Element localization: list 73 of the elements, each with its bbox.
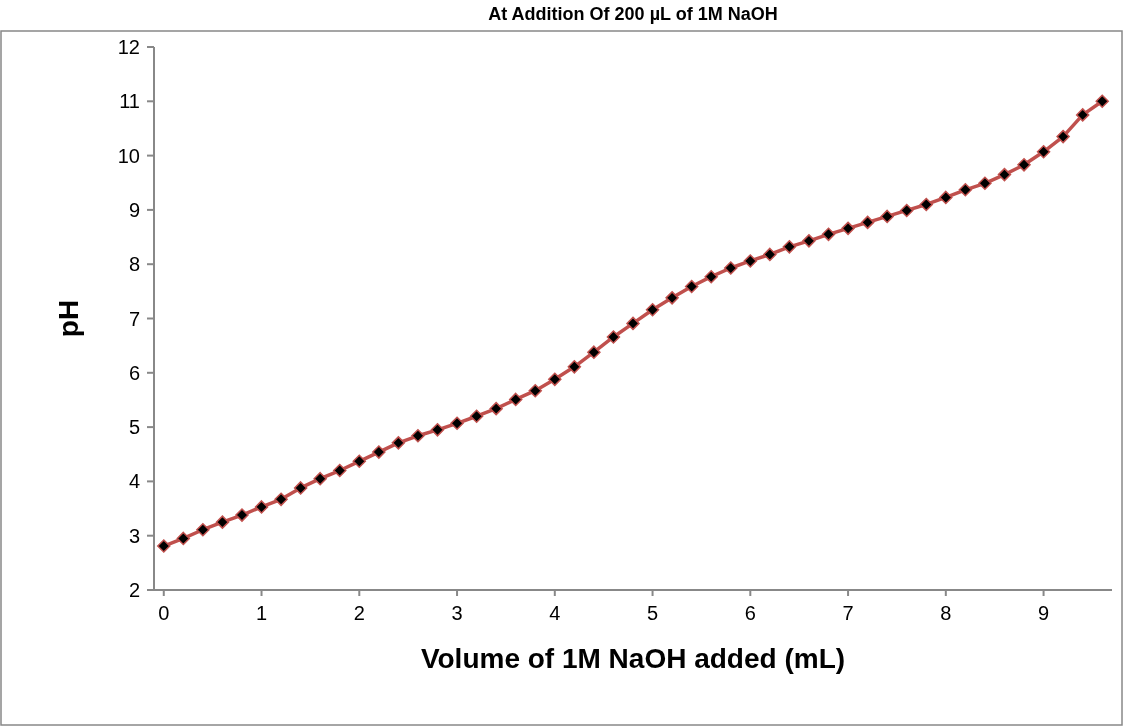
x-tick-label: 7 — [842, 602, 854, 624]
point — [860, 215, 875, 230]
y-tick-label: 11 — [119, 90, 140, 113]
point — [1056, 129, 1070, 144]
x-axis-title: Volume of 1M NaOH added (mL) — [420, 643, 846, 674]
point — [430, 423, 445, 437]
point — [606, 330, 621, 344]
point — [157, 539, 171, 553]
point — [802, 234, 816, 248]
point — [352, 454, 367, 469]
x-tick-label: 1 — [255, 602, 268, 624]
point — [919, 197, 934, 212]
point — [196, 522, 210, 537]
point — [293, 481, 308, 495]
point — [469, 409, 484, 423]
point — [1017, 158, 1031, 172]
point — [372, 445, 386, 459]
point — [997, 167, 1012, 182]
chart-title: At Addition Of 200 µL of 1M NaOH — [488, 4, 778, 24]
x-tick-label: 6 — [744, 602, 756, 624]
point — [215, 515, 230, 529]
point — [782, 240, 797, 254]
point — [235, 508, 249, 522]
point — [274, 492, 288, 507]
y-tick-label: 8 — [128, 253, 140, 276]
point — [684, 279, 699, 294]
point — [724, 261, 738, 275]
point — [841, 221, 855, 236]
y-tick-label: 4 — [128, 470, 140, 493]
y-tick-label: 2 — [128, 579, 140, 601]
x-tick-label: 5 — [646, 602, 659, 624]
point — [763, 247, 777, 262]
point — [1036, 145, 1051, 159]
y-tick-label: 7 — [128, 307, 140, 330]
point — [567, 360, 582, 374]
point — [391, 436, 406, 450]
point — [899, 203, 914, 218]
y-axis-title: pH — [53, 299, 84, 338]
point — [1095, 94, 1109, 109]
point — [939, 190, 953, 205]
x-tick-label: 9 — [1038, 602, 1050, 624]
point — [411, 429, 425, 443]
point — [313, 471, 327, 486]
point — [880, 209, 894, 224]
point — [1075, 108, 1090, 122]
point — [450, 416, 464, 431]
point — [587, 345, 601, 359]
point — [978, 176, 992, 191]
y-tick-label: 9 — [128, 198, 140, 221]
point — [489, 401, 503, 416]
point — [704, 269, 718, 284]
x-tick-label: 4 — [549, 602, 561, 624]
y-tick-label: 5 — [128, 416, 140, 439]
point — [626, 316, 640, 331]
y-tick-label: 10 — [117, 144, 140, 167]
point — [176, 531, 191, 546]
x-tick-label: 8 — [940, 602, 952, 624]
point — [665, 291, 679, 305]
point — [508, 392, 523, 407]
point — [254, 500, 269, 514]
point — [548, 372, 562, 387]
point — [743, 254, 758, 268]
point — [958, 183, 973, 197]
point — [645, 303, 660, 317]
x-tick-label: 3 — [451, 602, 463, 624]
point — [821, 227, 836, 242]
x-tick-label: 0 — [158, 602, 170, 624]
y-tick-label: 6 — [128, 361, 140, 384]
y-tick-label: 3 — [128, 524, 140, 547]
y-tick-label: 12 — [117, 36, 140, 58]
point — [528, 383, 542, 398]
x-tick-label: 2 — [353, 602, 365, 624]
point — [332, 463, 347, 478]
